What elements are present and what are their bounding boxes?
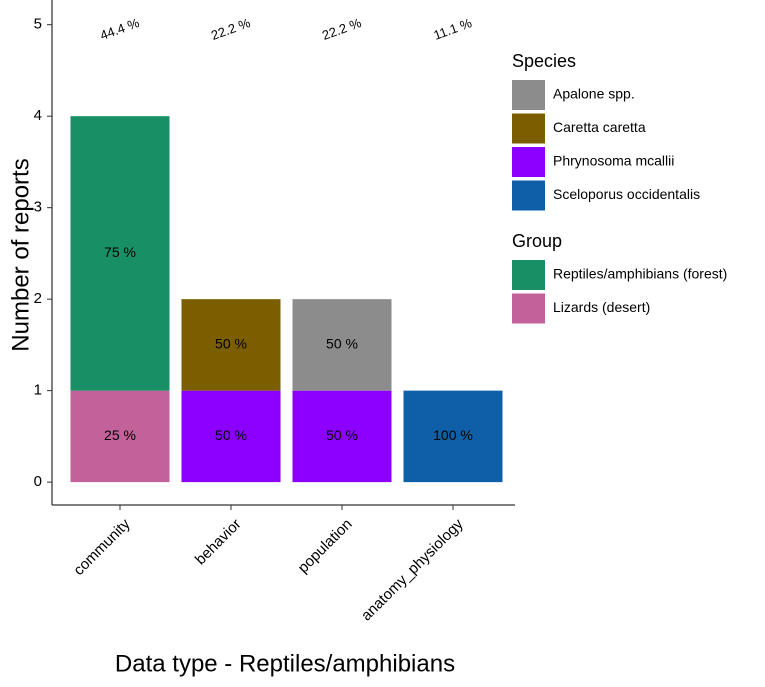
- legend-label: Sceloporus occidentalis: [553, 186, 700, 202]
- y-tick-label: 5: [34, 16, 42, 33]
- legend-label: Lizards (desert): [553, 299, 650, 315]
- segment-label: 75 %: [104, 244, 136, 260]
- x-tick-label: anatomy_physiology: [358, 515, 467, 624]
- y-tick-label: 1: [34, 382, 42, 399]
- legend-swatch: [512, 80, 545, 110]
- legend-title: Group: [512, 231, 562, 251]
- legend-swatch: [512, 113, 545, 144]
- legend-swatch: [512, 260, 545, 290]
- y-tick-label: 3: [34, 199, 42, 216]
- y-axis-title: Number of reports: [7, 158, 34, 351]
- legend-label: Caretta caretta: [553, 119, 646, 135]
- legend-swatch: [512, 147, 545, 177]
- segment-label: 25 %: [104, 427, 136, 443]
- y-tick-label: 4: [34, 107, 42, 124]
- bar-segment: [292, 390, 392, 483]
- y-tick-label: 0: [34, 473, 42, 490]
- bar-segment: [181, 299, 281, 391]
- bar-segment: [181, 390, 281, 483]
- x-axis-title: Data type - Reptiles/amphibians: [115, 650, 455, 677]
- x-tick-label: population: [295, 516, 356, 577]
- bar-segment: [70, 390, 170, 483]
- legend-label: Reptiles/amphibians (forest): [553, 266, 727, 282]
- bar-segment: [70, 116, 170, 391]
- segment-label: 50 %: [326, 336, 358, 352]
- x-tick-label: behavior: [192, 516, 245, 569]
- category-label: 22.2 %: [320, 15, 364, 43]
- x-tick-label: community: [70, 515, 134, 579]
- segment-label: 50 %: [326, 427, 358, 443]
- legend-swatch: [512, 293, 545, 324]
- legend-swatch: [512, 180, 545, 211]
- category-label: 11.1 %: [432, 15, 475, 43]
- segment-label: 50 %: [215, 427, 247, 443]
- legend-title: Species: [512, 51, 576, 71]
- legend-label: Apalone spp.: [553, 86, 635, 102]
- bar-segment: [292, 299, 392, 391]
- bar-segment: [403, 390, 503, 483]
- y-tick-label: 2: [34, 290, 42, 307]
- legend-label: Phrynosoma mcallii: [553, 153, 674, 169]
- category-label: 22.2 %: [209, 15, 253, 43]
- segment-label: 100 %: [433, 427, 473, 443]
- category-label: 44.4 %: [98, 15, 142, 43]
- segment-label: 50 %: [215, 336, 247, 352]
